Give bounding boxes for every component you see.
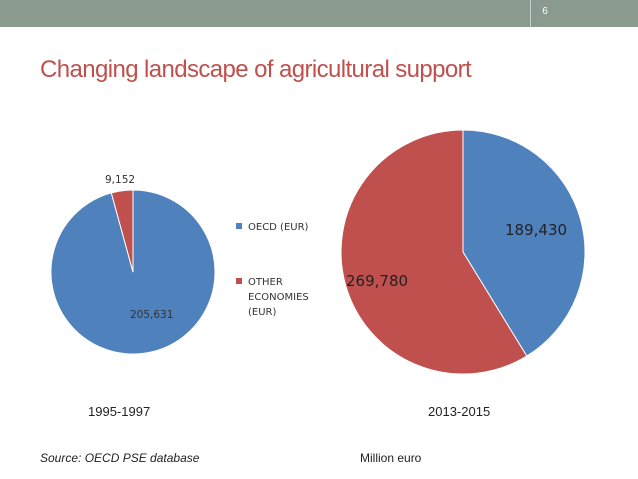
pie1-label-other: 9,152 xyxy=(105,174,135,186)
pie2-label-oecd: 189,430 xyxy=(505,221,567,239)
pie2-caption: 2013-2015 xyxy=(428,404,491,419)
legend-label-other-line1: OTHER xyxy=(248,277,283,288)
legend-swatch-other xyxy=(236,278,242,284)
pie2-slice-other xyxy=(340,129,528,375)
unit-note: Million euro xyxy=(360,451,422,465)
pie1-slice-other xyxy=(110,189,134,273)
legend-swatch-oecd xyxy=(236,223,242,229)
pie1-caption: 1995-1997 xyxy=(88,404,151,419)
pie1-label-oecd: 205,631 xyxy=(130,309,173,321)
page-number: 6 xyxy=(542,6,548,17)
legend-label-other-line2: ECONOMIES xyxy=(248,292,309,303)
legend-label-oecd: OECD (EUR) xyxy=(248,222,309,233)
pie2-label-other: 269,780 xyxy=(346,272,408,290)
source-note: Source: OECD PSE database xyxy=(40,451,200,465)
legend-label-other-line3: (EUR) xyxy=(248,307,276,318)
pie2-slice-oecd xyxy=(462,129,586,357)
top-bar-divider xyxy=(530,0,531,27)
top-bar: 6 xyxy=(0,0,638,27)
slide-title: Changing landscape of agricultural suppo… xyxy=(40,56,472,83)
